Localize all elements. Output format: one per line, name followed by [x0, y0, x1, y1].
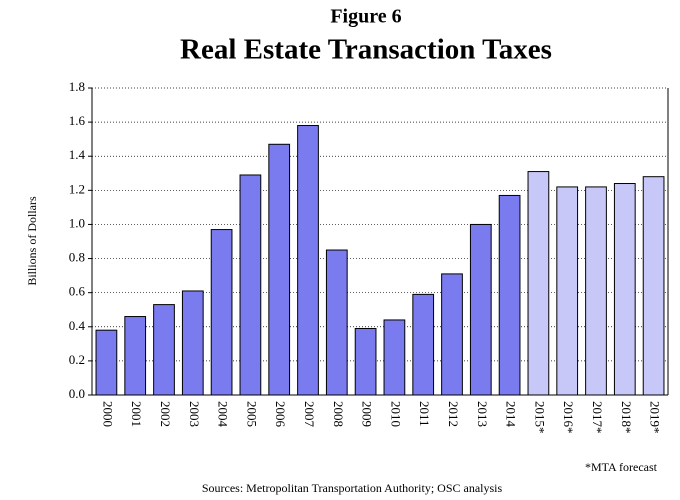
x-tick-label: 2017*	[590, 401, 605, 434]
x-tick-label: 2016*	[561, 401, 576, 434]
bar	[181, 290, 204, 396]
y-tick-label: 1.8	[69, 79, 85, 94]
x-tick-label: 2013	[475, 401, 490, 427]
x-tick-label: 2002	[158, 401, 173, 427]
x-tick-label: 2012	[446, 401, 461, 427]
bar	[95, 329, 118, 396]
y-axis-label: Billions of Dollars	[25, 196, 39, 286]
y-tick-label: 1.4	[69, 147, 86, 162]
x-tick-label: 2006	[273, 401, 288, 428]
bar	[153, 304, 175, 396]
x-tick-label: 2009	[360, 401, 375, 427]
bar	[441, 273, 463, 396]
x-tick-label: 2008	[331, 401, 346, 427]
bar	[642, 176, 665, 396]
x-tick-label: 2003	[187, 401, 202, 427]
x-tick-label: 2019*	[648, 401, 663, 434]
x-tick-label: 2001	[129, 401, 144, 427]
y-tick-label: 1.0	[69, 215, 85, 230]
chart-title: Real Estate Transaction Taxes	[180, 34, 552, 66]
x-tick-label: 2000	[100, 401, 115, 427]
bar	[268, 143, 291, 396]
bar	[297, 125, 319, 396]
source: Sources: Metropolitan Transportation Aut…	[202, 481, 503, 495]
x-tick-label: 2005	[244, 401, 259, 427]
bar	[239, 174, 262, 396]
x-tick-label: 2018*	[619, 401, 634, 434]
y-tick-label: 1.6	[69, 113, 86, 128]
bar	[383, 319, 406, 396]
y-tick-label: 1.2	[69, 181, 85, 196]
bar	[124, 316, 147, 396]
y-tick-label: 0.2	[69, 352, 85, 367]
x-tick-label: 2007	[302, 401, 317, 428]
bar	[585, 186, 607, 396]
x-tick-label: 2004	[216, 401, 231, 428]
y-tick-label: 0.0	[69, 386, 85, 401]
bar	[412, 293, 435, 396]
chart-kicker: Figure 6	[330, 6, 401, 28]
x-tick-label: 2014	[504, 401, 519, 428]
y-tick-label: 0.6	[69, 284, 86, 299]
x-tick-label: 2015*	[532, 401, 547, 434]
bar	[325, 249, 348, 396]
bar	[613, 183, 636, 396]
y-tick-label: 0.8	[69, 250, 85, 265]
bar	[210, 229, 233, 396]
bar	[469, 223, 492, 396]
footnote: *MTA forecast	[585, 460, 658, 474]
bar	[354, 327, 377, 396]
y-tick-label: 0.4	[69, 318, 86, 333]
bar	[556, 186, 579, 396]
x-tick-label: 2011	[417, 401, 432, 427]
bar	[527, 171, 550, 396]
x-tick-label: 2010	[388, 401, 403, 427]
bar	[498, 194, 521, 396]
